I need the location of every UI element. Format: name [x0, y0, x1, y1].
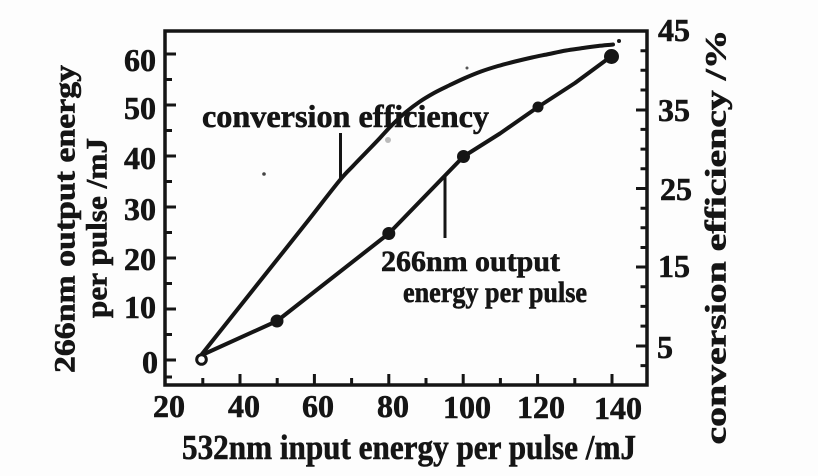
- svg-text:20: 20: [153, 388, 185, 424]
- svg-text:45: 45: [658, 12, 690, 48]
- svg-text:15: 15: [658, 248, 690, 284]
- svg-text:20: 20: [124, 241, 156, 277]
- svg-text:60: 60: [124, 42, 156, 78]
- svg-text:266nm output: 266nm output: [381, 245, 560, 278]
- svg-text:0: 0: [142, 344, 158, 380]
- svg-text:40: 40: [228, 388, 260, 424]
- svg-text:266nm output energy: 266nm output energy: [49, 65, 82, 373]
- svg-text:80: 80: [377, 388, 409, 424]
- svg-text:40: 40: [124, 140, 156, 176]
- svg-text:25: 25: [660, 171, 692, 207]
- svg-text:532nm input energy per pulse /: 532nm input energy per pulse /mJ: [182, 428, 636, 467]
- svg-text:per pulse /mJ: per pulse /mJ: [81, 138, 114, 318]
- svg-text:35: 35: [658, 92, 690, 128]
- svg-text:10: 10: [124, 289, 156, 325]
- svg-text:conversion efficiency /%: conversion efficiency /%: [700, 30, 733, 445]
- svg-text:100: 100: [443, 389, 491, 425]
- svg-text:conversion efficiency: conversion efficiency: [202, 98, 489, 134]
- svg-text:140: 140: [594, 390, 642, 426]
- svg-text:60: 60: [302, 388, 334, 424]
- svg-text:120: 120: [517, 389, 565, 425]
- svg-text:30: 30: [124, 191, 156, 227]
- svg-text:energy per pulse: energy per pulse: [403, 276, 587, 309]
- svg-text:50: 50: [124, 90, 156, 126]
- svg-text:5: 5: [657, 329, 673, 365]
